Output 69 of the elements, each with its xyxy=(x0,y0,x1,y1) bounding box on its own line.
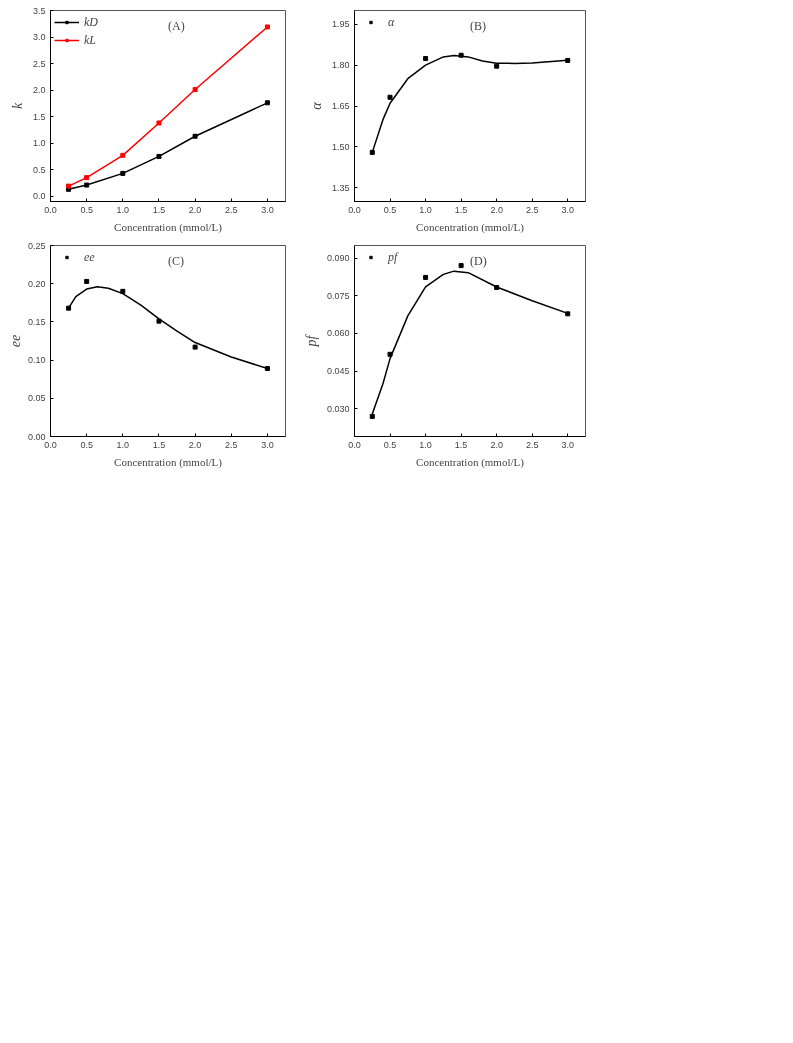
annotation: (B) xyxy=(470,19,486,34)
x-tick-label: 1.5 xyxy=(152,204,166,215)
x-tick-label: 0.5 xyxy=(80,204,93,215)
y-tick-label: 0.5 xyxy=(32,164,46,175)
y-tick-label: 0.075 xyxy=(326,290,350,301)
x-tick-label: 2.0 xyxy=(490,439,503,450)
annotation: (A) xyxy=(168,19,185,34)
y-tick-label: 1.80 xyxy=(331,60,350,71)
x-tick-label: 2.5 xyxy=(225,439,238,450)
y-axis-title: ee xyxy=(7,334,23,348)
y-tick-label: 0.030 xyxy=(326,403,350,414)
x-tick-label: 1.5 xyxy=(152,439,166,450)
annotation: (D) xyxy=(470,254,487,269)
y-tick-label: 0.05 xyxy=(27,393,46,404)
legend-label: α xyxy=(388,14,396,30)
x-tick-label: 2.5 xyxy=(525,204,539,215)
x-tick-label: 1.5 xyxy=(454,204,468,215)
x-tick-label: 0.0 xyxy=(348,204,361,215)
x-tick-label: 1.0 xyxy=(419,439,432,450)
y-tick-label: 0.045 xyxy=(326,366,350,377)
x-axis-title: Concentration (mmol/L) xyxy=(416,455,525,469)
x-tick-label: 2.0 xyxy=(188,439,202,450)
x-tick-label: 3.0 xyxy=(561,204,574,215)
y-tick-label: 2.5 xyxy=(32,58,46,69)
y-tick-label: 1.5 xyxy=(32,111,46,122)
y-tick-label: 0.10 xyxy=(27,355,46,366)
y-tick-label: 1.50 xyxy=(331,141,350,152)
y-tick-label: 0.20 xyxy=(27,278,46,289)
y-tick-label: 1.95 xyxy=(331,19,350,30)
x-tick-label: 0.0 xyxy=(44,204,57,215)
x-tick-label: 1.5 xyxy=(454,439,468,450)
y-tick-label: 0.00 xyxy=(27,431,46,442)
y-axis-title: α xyxy=(308,101,324,110)
y-tick-label: 0.25 xyxy=(27,240,46,251)
x-tick-label: 2.5 xyxy=(225,204,238,215)
legend-label: kL xyxy=(84,32,97,48)
y-tick-label: 1.65 xyxy=(331,101,350,111)
x-axis-title: Concentration (mmol/L) xyxy=(416,220,525,234)
y-tick-label: 0.15 xyxy=(27,316,46,327)
x-tick-label: 1.0 xyxy=(419,204,432,215)
y-tick-label: 0.0 xyxy=(32,191,46,202)
x-tick-label: 0.0 xyxy=(44,439,57,450)
x-axis-title: Concentration (mmol/L) xyxy=(114,220,223,234)
x-tick-label: 0.5 xyxy=(383,439,397,450)
y-tick-label: 0.060 xyxy=(326,328,350,339)
x-tick-label: 2.0 xyxy=(188,204,202,215)
x-tick-label: 1.0 xyxy=(116,439,130,450)
y-axis-title: k xyxy=(9,102,25,110)
legend-label: pf xyxy=(388,249,400,265)
x-tick-label: 1.0 xyxy=(116,204,130,215)
legend-label: ee xyxy=(84,249,96,265)
legend-label: kD xyxy=(84,14,99,30)
y-tick-label: 1.35 xyxy=(331,182,350,193)
annotation: (C) xyxy=(168,254,184,269)
x-tick-label: 2.5 xyxy=(525,439,539,450)
x-tick-label: 3.0 xyxy=(261,204,274,215)
y-tick-label: 2.0 xyxy=(32,85,46,96)
x-tick-label: 2.0 xyxy=(490,204,503,215)
x-tick-label: 0.0 xyxy=(348,439,361,450)
x-tick-label: 0.5 xyxy=(80,439,93,450)
x-tick-label: 0.5 xyxy=(383,204,397,215)
x-tick-label: 3.0 xyxy=(261,439,274,450)
y-axis-title: pf xyxy=(303,333,319,348)
y-tick-label: 3.5 xyxy=(32,5,46,16)
y-tick-label: 0.090 xyxy=(326,253,350,264)
x-axis-title: Concentration (mmol/L) xyxy=(114,455,223,469)
y-tick-label: 1.0 xyxy=(32,138,46,149)
y-tick-label: 3.0 xyxy=(32,32,46,43)
x-tick-label: 3.0 xyxy=(561,439,574,450)
